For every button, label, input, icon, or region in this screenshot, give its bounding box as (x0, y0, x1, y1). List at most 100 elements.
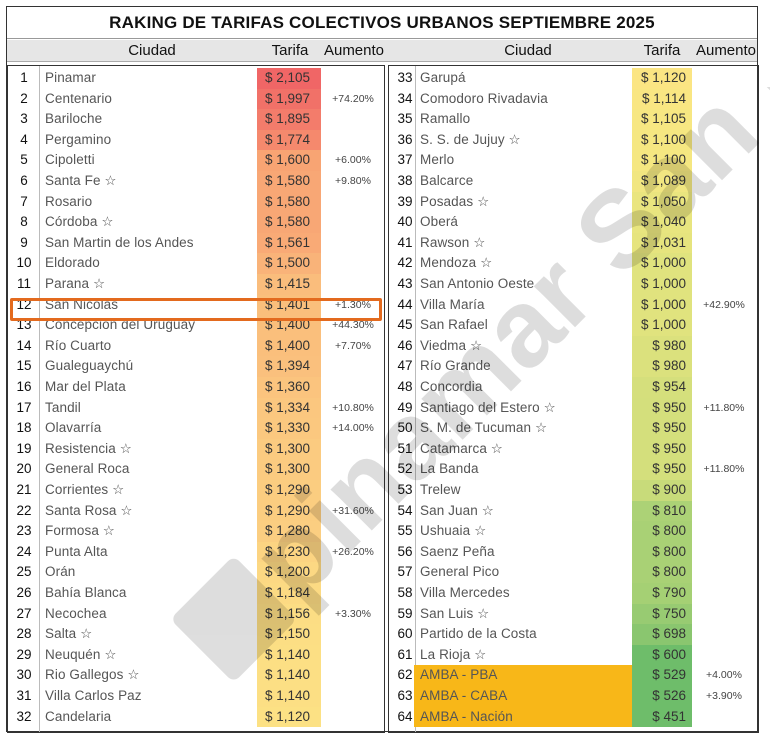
table-title: RAKING DE TARIFAS COLECTIVOS URBANOS SEP… (7, 7, 757, 39)
city-name: Orán (45, 564, 76, 580)
city-name: Mendoza ☆ (420, 255, 493, 271)
fare-value: $ 790 (632, 583, 692, 604)
table-row: 59 San Luis ☆ $ 750 (388, 603, 759, 625)
city-name: Balcarce (420, 173, 474, 188)
fare-value: $ 1,500 (257, 253, 321, 274)
city-name: AMBA - Nación (420, 708, 513, 724)
rank-number: 21 (16, 482, 32, 497)
rank-number: 16 (16, 379, 32, 394)
fare-value: $ 1,184 (257, 583, 321, 604)
table-row: 56 Saenz Peña $ 800 (388, 541, 759, 563)
ranking-table: RAKING DE TARIFAS COLECTIVOS URBANOS SEP… (6, 6, 770, 733)
table-row: 7 Rosario $ 1,580 (7, 191, 385, 213)
city-name: San Juan ☆ (420, 502, 494, 518)
fare-value: $ 1,895 (257, 109, 321, 130)
city-name: Cipoletti (45, 152, 95, 168)
increase-value: +42.90% (703, 298, 745, 311)
increase-value: +11.80% (703, 463, 745, 476)
header-fare-right: Tarifa (643, 42, 681, 59)
city-name: Formosa ☆ (45, 523, 116, 539)
rank-number: 58 (397, 585, 413, 600)
fare-value: $ 1,089 (632, 171, 692, 192)
rank-number: 63 (397, 688, 413, 703)
city-name: Catamarca ☆ (420, 440, 503, 456)
city-name: Santa Rosa ☆ (45, 502, 133, 518)
rank-number: 59 (397, 605, 413, 621)
increase-value: +74.20% (332, 92, 374, 105)
fare-value: $ 1,300 (257, 459, 321, 480)
fare-value: $ 1,114 (632, 88, 692, 110)
table-row: 14 Río Cuarto $ 1,400 +7.70% (7, 335, 385, 357)
table-row: 49 Santiago del Estero ☆ $ 950 +11.80% (388, 397, 759, 419)
rank-number: 15 (16, 358, 32, 374)
table-row: 36 S. S. de Jujuy ☆ $ 1,100 (388, 129, 759, 151)
increase-value: +31.60% (332, 504, 374, 517)
header-fare-left: Tarifa (271, 42, 309, 59)
table-row: 47 Río Grande $ 980 (388, 356, 759, 377)
increase-value: +10.80% (332, 401, 374, 414)
fare-value: $ 1,140 (257, 686, 321, 707)
increase-value: +7.70% (335, 339, 371, 352)
rank-number: 25 (16, 564, 32, 580)
fare-value: $ 451 (632, 706, 692, 728)
table-row: 17 Tandil $ 1,334 +10.80% (7, 397, 385, 419)
table-row: 34 Comodoro Rivadavia $ 1,114 (388, 88, 759, 110)
table-row: 31 Villa Carlos Paz $ 1,140 (7, 686, 385, 707)
rank-number: 5 (20, 152, 28, 168)
increase-value: +6.00% (335, 154, 371, 167)
rank-number: 2 (20, 90, 28, 106)
table-row: 55 Ushuaia ☆ $ 800 (388, 521, 759, 542)
fare-value: $ 1,600 (257, 150, 321, 171)
rank-number: 28 (16, 626, 32, 642)
city-name: Resistencia ☆ (45, 440, 132, 456)
fare-value: $ 800 (632, 541, 692, 563)
table-row: 1 Pinamar $ 2,105 (7, 68, 385, 89)
fare-value: $ 810 (632, 500, 692, 522)
rank-number: 24 (16, 543, 32, 559)
fare-value: $ 1,000 (632, 294, 692, 316)
table-row: 43 San Antonio Oeste $ 1,000 (388, 274, 759, 295)
rank-number: 51 (397, 440, 413, 456)
table-row: 60 Partido de la Costa $ 698 (388, 624, 759, 645)
table-row: 45 San Rafael $ 1,000 (388, 315, 759, 336)
fare-value: $ 1,105 (632, 109, 692, 130)
city-name: Santa Fe ☆ (45, 173, 117, 188)
rank-number: 46 (397, 337, 413, 353)
increase-value: +26.20% (332, 545, 374, 558)
city-name: Oberá (420, 214, 459, 230)
rank-number: 37 (397, 152, 413, 168)
fare-value: $ 1,156 (257, 603, 321, 625)
increase-value: +1.30% (335, 298, 371, 311)
city-name: Ushuaia ☆ (420, 523, 487, 539)
fare-value: $ 1,100 (632, 150, 692, 171)
fare-value: $ 900 (632, 480, 692, 501)
city-name: S. M. de Tucuman ☆ (420, 420, 548, 436)
city-name: Comodoro Rivadavia (420, 90, 548, 106)
rank-number: 33 (397, 70, 413, 85)
city-name: San Antonio Oeste (420, 276, 535, 291)
fare-value: $ 1,280 (257, 521, 321, 542)
fare-value: $ 1,120 (257, 706, 321, 728)
fare-value: $ 1,140 (257, 644, 321, 666)
rank-column-divider (388, 65, 416, 733)
fare-value: $ 1,580 (257, 212, 321, 233)
fare-value: $ 1,290 (257, 480, 321, 501)
rank-number: 8 (20, 214, 28, 230)
fare-value: $ 1,774 (257, 129, 321, 151)
city-name: Tandil (45, 399, 81, 415)
rank-column-divider (7, 65, 40, 733)
fare-value: $ 1,000 (632, 253, 692, 274)
table-row: 8 Córdoba ☆ $ 1,580 (7, 212, 385, 233)
table-row: 16 Mar del Plata $ 1,360 (7, 377, 385, 398)
city-name: Gualeguaychú (45, 358, 134, 374)
rank-number: 39 (397, 193, 413, 209)
city-name: Córdoba ☆ (45, 214, 114, 230)
rank-number: 18 (16, 420, 32, 436)
rank-number: 22 (16, 502, 32, 518)
city-name: AMBA - PBA (420, 667, 498, 683)
city-name: Trelew (420, 482, 461, 497)
rank-number: 26 (16, 585, 32, 600)
rank-number: 30 (16, 667, 32, 683)
table-row: 40 Oberá $ 1,040 (388, 212, 759, 233)
block-border (388, 65, 759, 733)
